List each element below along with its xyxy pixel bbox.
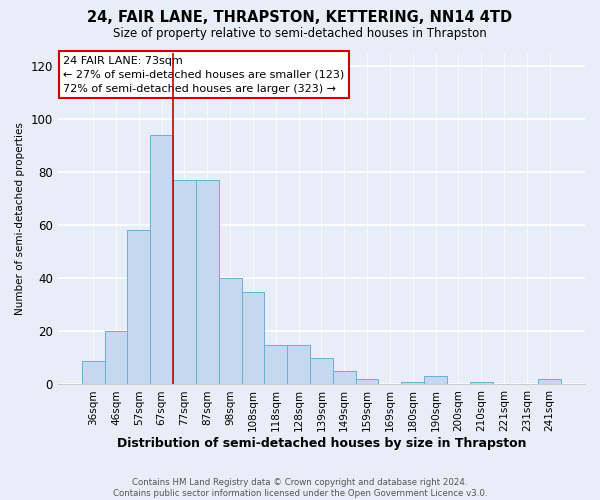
Bar bbox=[424, 376, 447, 384]
Y-axis label: Number of semi-detached properties: Number of semi-detached properties bbox=[15, 122, 25, 315]
Bar bbox=[538, 379, 561, 384]
Bar bbox=[82, 360, 104, 384]
Bar bbox=[265, 344, 287, 385]
X-axis label: Distribution of semi-detached houses by size in Thrapston: Distribution of semi-detached houses by … bbox=[116, 437, 526, 450]
Bar bbox=[333, 371, 356, 384]
Bar bbox=[104, 332, 127, 384]
Text: 24 FAIR LANE: 73sqm
← 27% of semi-detached houses are smaller (123)
72% of semi-: 24 FAIR LANE: 73sqm ← 27% of semi-detach… bbox=[63, 56, 344, 94]
Bar bbox=[287, 344, 310, 385]
Bar bbox=[310, 358, 333, 384]
Text: Contains HM Land Registry data © Crown copyright and database right 2024.
Contai: Contains HM Land Registry data © Crown c… bbox=[113, 478, 487, 498]
Bar bbox=[242, 292, 265, 384]
Bar bbox=[127, 230, 150, 384]
Bar bbox=[150, 135, 173, 384]
Text: 24, FAIR LANE, THRAPSTON, KETTERING, NN14 4TD: 24, FAIR LANE, THRAPSTON, KETTERING, NN1… bbox=[88, 10, 512, 25]
Bar bbox=[173, 180, 196, 384]
Text: Size of property relative to semi-detached houses in Thrapston: Size of property relative to semi-detach… bbox=[113, 28, 487, 40]
Bar bbox=[356, 379, 379, 384]
Bar bbox=[196, 180, 218, 384]
Bar bbox=[401, 382, 424, 384]
Bar bbox=[218, 278, 242, 384]
Bar bbox=[470, 382, 493, 384]
